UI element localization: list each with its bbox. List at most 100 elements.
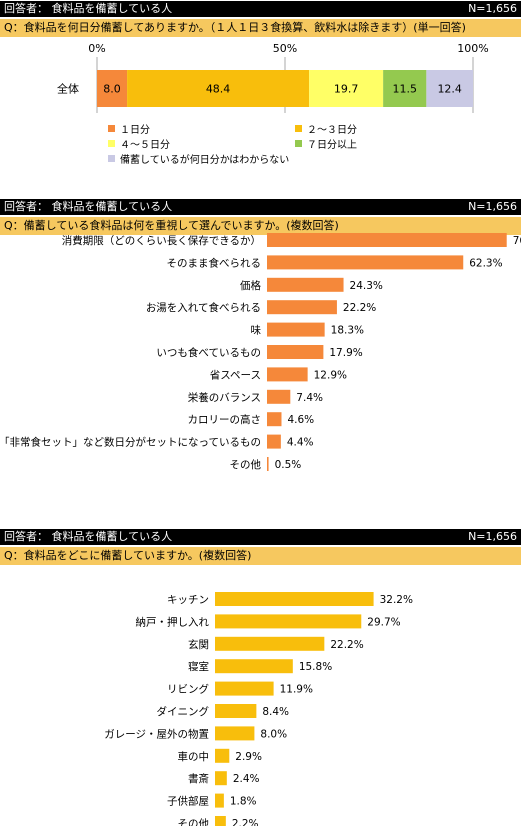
legend-swatch xyxy=(295,125,302,132)
category-label: カロリーの高さ xyxy=(188,413,262,426)
bar-value-label: 11.9% xyxy=(280,684,313,696)
bar-value-label: 62.3% xyxy=(469,257,502,269)
bar xyxy=(267,434,281,449)
bar-value-label: 4.6% xyxy=(287,414,314,426)
bar xyxy=(267,412,282,427)
bar xyxy=(267,345,324,359)
bar-value-label: 4.4% xyxy=(287,437,314,449)
category-label: 「非常食セット」など数日分がセットになっているもの xyxy=(0,436,261,449)
category-label: 全体 xyxy=(57,82,79,96)
panel1-header: 回答者： 食料品を備蓄している人 N=1,656 xyxy=(0,1,521,17)
bar xyxy=(215,614,362,629)
bar xyxy=(267,277,344,292)
panel3-question: Q：食料品をどこに備蓄していますか。(複数回答) xyxy=(0,547,521,565)
category-label: その他 xyxy=(230,458,262,471)
bar xyxy=(267,300,337,315)
bar-value-label: 7.4% xyxy=(296,392,323,404)
bar-value-label: 15.8% xyxy=(299,661,332,673)
bar-value-label: 2.2% xyxy=(232,818,259,826)
panel1-question-text: Q：食料品を何日分備蓄してありますか。（１人１日３食換算、飲料水は除きます）(単… xyxy=(4,21,466,34)
legend-swatch xyxy=(108,155,115,162)
bar-value-label: 1.8% xyxy=(230,796,257,808)
legend-label: ２～３日分 xyxy=(307,124,357,136)
category-label: そのまま食べられる xyxy=(167,256,262,269)
bar xyxy=(215,748,230,763)
category-label: ガレージ・屋外の物置 xyxy=(104,727,209,740)
bar xyxy=(267,322,325,337)
stacked-segment-2 xyxy=(127,70,310,107)
segment-value-label: 19.7 xyxy=(334,83,359,96)
category-label: その他 xyxy=(178,817,210,826)
category-label: 子供部屋 xyxy=(167,795,209,808)
segment-value-label: 12.4 xyxy=(437,83,462,96)
segment-value-label: 8.0 xyxy=(103,83,121,96)
category-label: リビング xyxy=(167,683,209,696)
panel3-sample-size: N=1,656 xyxy=(468,530,517,543)
x-tick-label: 100% xyxy=(457,42,488,55)
stacked-segment-5 xyxy=(426,70,473,107)
category-label: いつも食べているもの xyxy=(156,346,261,359)
x-tick-label: 50% xyxy=(273,42,297,55)
bar xyxy=(267,255,464,270)
bar-value-label: 22.2% xyxy=(330,639,363,651)
panel2-question-text: Q：備蓄している食料品は何を重視して選んでいますか。(複数回答) xyxy=(4,219,339,232)
category-label: 書斎 xyxy=(188,772,209,785)
bar xyxy=(215,816,226,826)
legend-swatch xyxy=(295,140,302,147)
category-label: 車の中 xyxy=(178,750,210,763)
bar-value-label: 29.7% xyxy=(367,616,400,628)
bar xyxy=(215,771,227,786)
bar-value-label: 24.3% xyxy=(350,280,383,292)
bar-value-label: 2.4% xyxy=(233,773,260,785)
bar-value-label: 18.3% xyxy=(331,325,364,337)
category-label: 価格 xyxy=(240,279,261,292)
bar xyxy=(267,389,291,404)
segment-value-label: 11.5 xyxy=(393,83,418,96)
panel3-question-text: Q：食料品をどこに備蓄していますか。(複数回答) xyxy=(4,549,252,562)
category-label: お湯を入れて食べられる xyxy=(146,301,261,314)
bar xyxy=(215,726,255,741)
criteria-bar-chart: 消費期限（どのくらい長く保存できるか） 76.1% そのまま食べられる 62.3% 価格… xyxy=(0,233,521,471)
panel1-respondents: 回答者： 食料品を備蓄している人 xyxy=(4,2,173,15)
category-label: 味 xyxy=(251,325,262,337)
panel2-respondents: 回答者： 食料品を備蓄している人 xyxy=(4,200,173,213)
panel3-header: 回答者： 食料品を備蓄している人 N=1,656 xyxy=(0,529,521,545)
bar xyxy=(215,704,257,718)
bar xyxy=(215,636,325,651)
category-label: 消費期限（どのくらい長く保存できるか） xyxy=(62,234,261,247)
category-label: 玄関 xyxy=(188,638,209,651)
bar xyxy=(267,457,269,471)
bar-value-label: 8.0% xyxy=(260,728,287,740)
stacked-segment-1 xyxy=(97,70,128,107)
legend-swatch xyxy=(108,140,115,147)
bar-value-label: 22.2% xyxy=(343,302,376,314)
bar-value-label: 76.1% xyxy=(513,235,521,247)
bar xyxy=(267,233,507,247)
duration-stacked-chart: 0% 50% 100% 全体 8.0 48.4 19.7 11.5 12.4 １日分 ２～３日分 ４～… xyxy=(57,42,489,166)
panel1-sample-size: N=1,656 xyxy=(468,2,517,15)
segment-value-label: 48.4 xyxy=(206,83,231,96)
panel2-question: Q：備蓄している食料品は何を重視して選んでいますか。(複数回答) xyxy=(0,217,521,235)
bar-value-label: 2.9% xyxy=(235,751,262,763)
stacked-segment-3 xyxy=(309,70,384,107)
bar xyxy=(215,592,374,606)
category-label: キッチン xyxy=(167,594,209,606)
bar-value-label: 32.2% xyxy=(380,594,413,606)
category-label: 栄養のバランス xyxy=(188,391,261,404)
category-label: ダイニング xyxy=(157,705,210,718)
panel2-sample-size: N=1,656 xyxy=(468,200,517,213)
bar xyxy=(215,793,224,808)
bar-value-label: 12.9% xyxy=(314,369,347,381)
category-label: 寝室 xyxy=(188,660,209,673)
stacked-segment-4 xyxy=(383,70,427,107)
legend-label: １日分 xyxy=(120,124,150,136)
panel1-question: Q：食料品を何日分備蓄してありますか。（１人１日３食換算、飲料水は除きます）(単… xyxy=(0,19,521,37)
bar xyxy=(267,367,308,382)
category-label: 納戸・押し入れ xyxy=(136,615,210,628)
category-label: 省スペース xyxy=(210,368,261,381)
bar xyxy=(215,681,274,696)
legend-label: ４～５日分 xyxy=(120,139,170,151)
bar-value-label: 0.5% xyxy=(275,459,302,471)
bar xyxy=(215,659,293,674)
panel2-header: 回答者： 食料品を備蓄している人 N=1,656 xyxy=(0,199,521,215)
